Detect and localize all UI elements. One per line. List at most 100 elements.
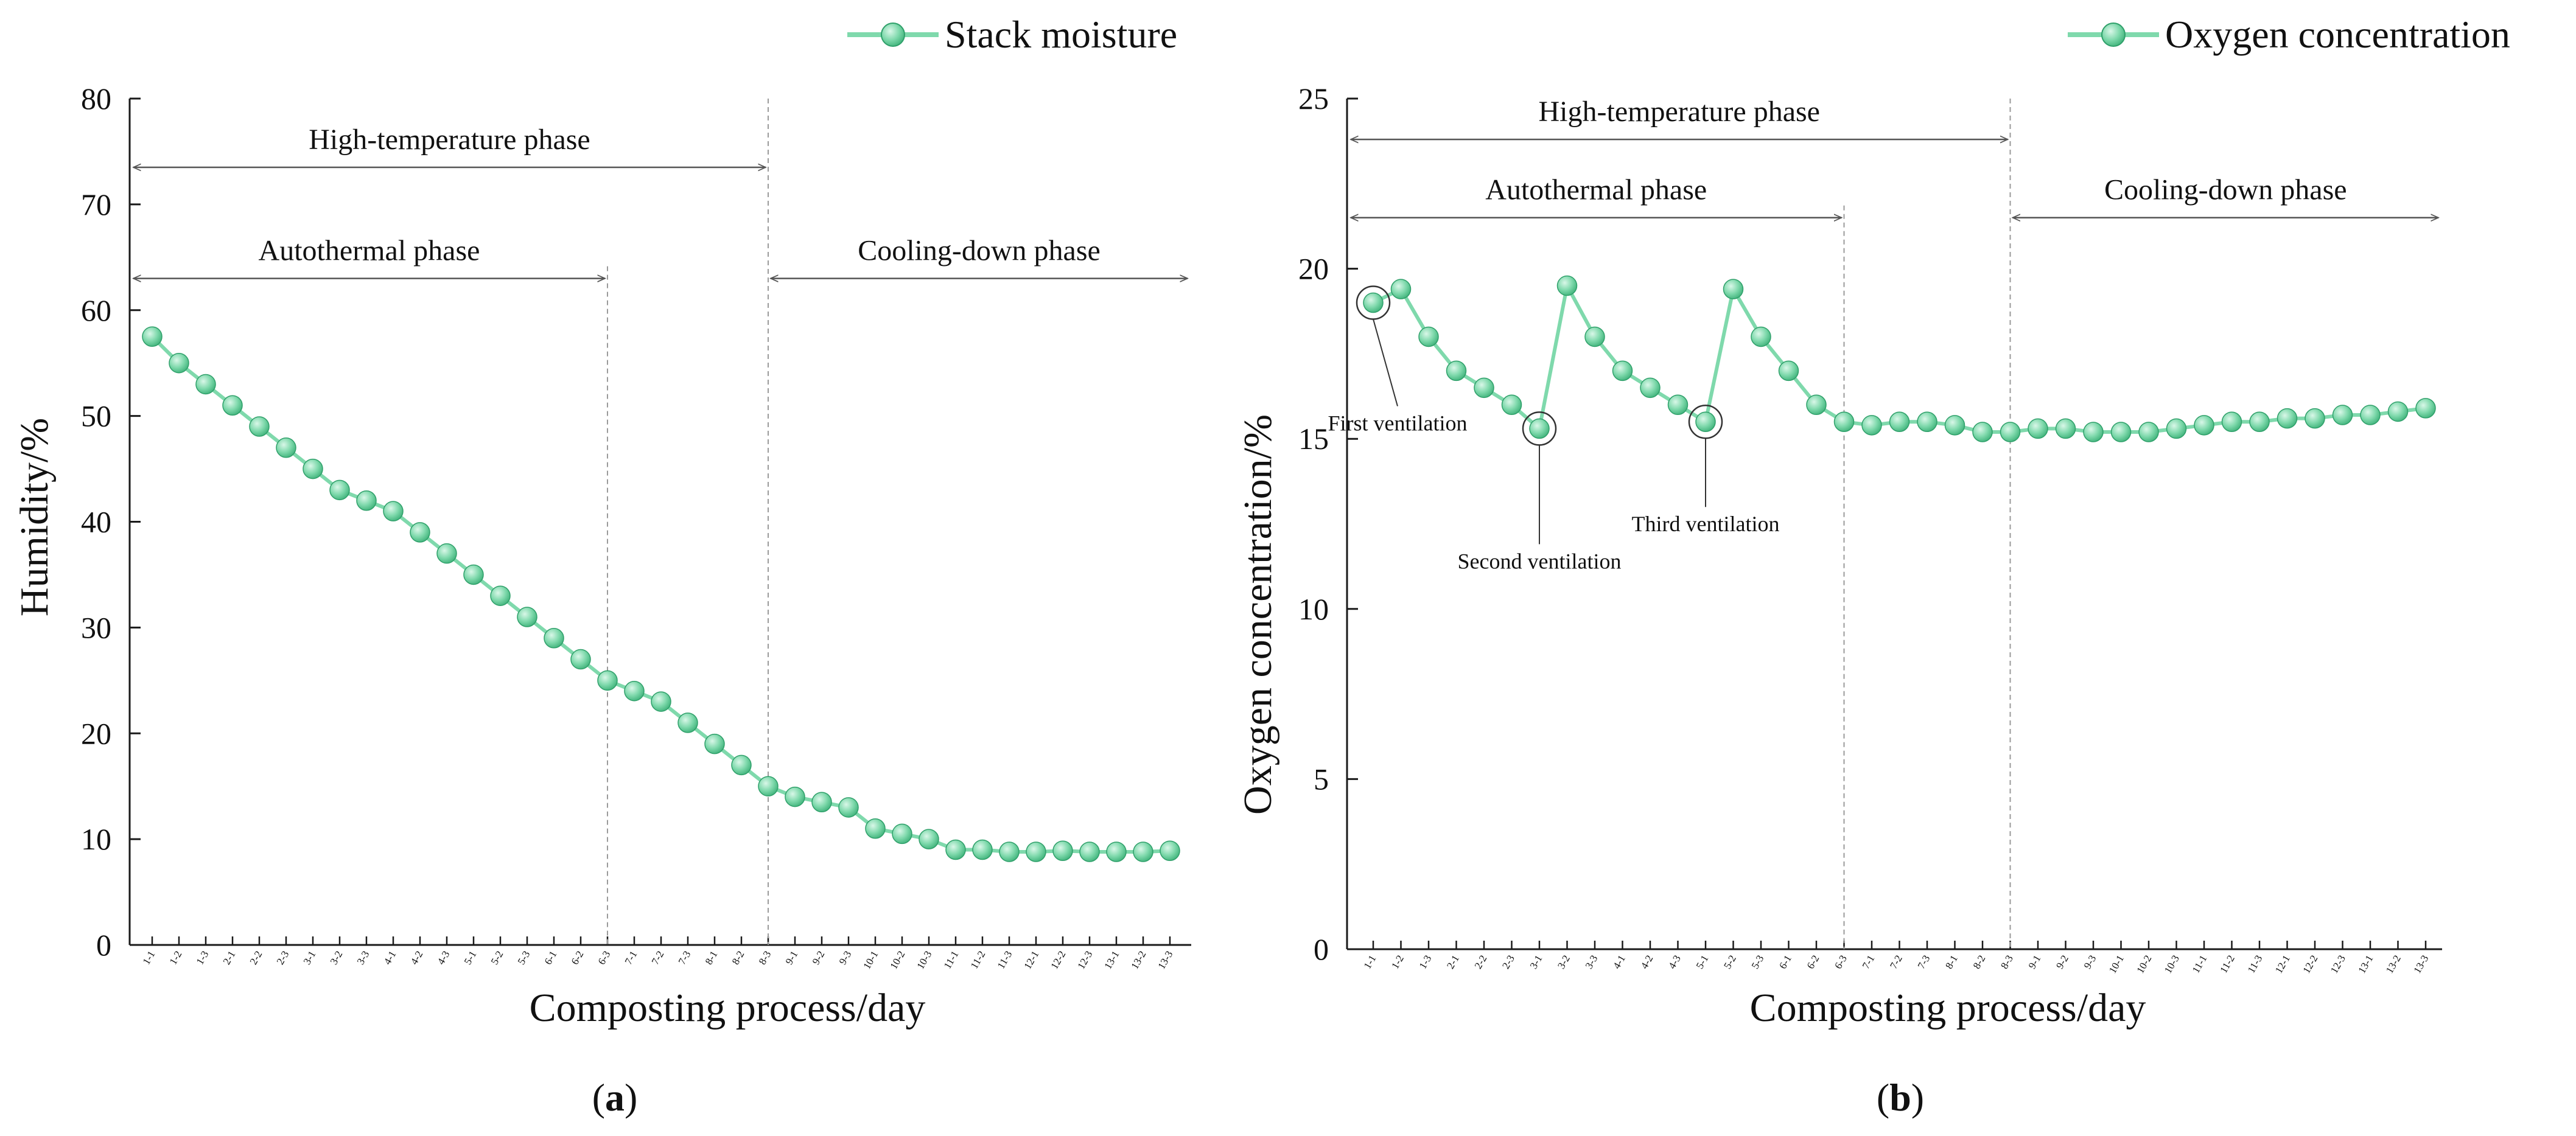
x-tick-label-b: 7-2: [1888, 953, 1905, 971]
data-point-a: [1133, 842, 1153, 862]
data-point-a: [544, 628, 564, 649]
data-point-b: [2083, 422, 2104, 442]
data-point-b: [1363, 292, 1384, 313]
y-tick-label-a: 70: [81, 187, 111, 221]
x-tick-label-b: 5-2: [1721, 953, 1738, 971]
data-point-a: [329, 479, 350, 501]
x-tick-label-a: 4-1: [382, 949, 399, 967]
data-point-a: [1079, 842, 1100, 862]
data-point-a: [410, 522, 430, 543]
data-point-a: [838, 797, 859, 818]
x-tick-label-a: 8-2: [730, 949, 747, 967]
x-tick-label-a: 12-3: [1075, 949, 1094, 971]
data-point-a: [972, 839, 993, 860]
data-point-a: [892, 823, 912, 845]
data-point-a: [945, 839, 966, 860]
data-point-b: [2221, 411, 2242, 432]
data-point-a: [785, 786, 805, 807]
x-tick-label-a: 3-1: [301, 949, 318, 967]
x-tick-label-a: 10-3: [914, 949, 934, 971]
data-point-a: [356, 490, 377, 511]
x-tick-label-a: 9-1: [783, 949, 800, 967]
x-tick-label-a: 13-3: [1155, 949, 1175, 971]
data-point-a: [731, 754, 752, 776]
data-point-b: [1612, 360, 1633, 382]
annotation-label-b: First ventilation: [1328, 411, 1468, 436]
x-tick-label-b: 3-1: [1528, 953, 1545, 971]
panel-letter-b: b: [1889, 1076, 1911, 1119]
data-point-a: [999, 842, 1020, 862]
phase-label-a: Autothermal phase: [259, 235, 480, 267]
data-point-a: [169, 352, 189, 374]
data-point-b: [1833, 411, 1855, 432]
data-point-b: [2305, 408, 2325, 429]
y-axis-title-a: Humidity/%: [12, 418, 57, 616]
x-tick-label-a: 9-3: [837, 949, 854, 967]
phase-label-b: High-temperature phase: [1539, 96, 1820, 128]
x-tick-label-a: 10-1: [861, 949, 880, 971]
data-point-b: [2028, 418, 2048, 439]
x-tick-label-b: 7-3: [1916, 953, 1933, 971]
y-tick-label-a: 60: [81, 293, 111, 327]
data-point-b: [2055, 418, 2076, 439]
legend-a: Stack moisture: [847, 13, 1177, 56]
y-tick-label-b: 5: [1314, 762, 1329, 796]
data-point-b: [1972, 422, 1993, 442]
data-point-b: [1751, 326, 1771, 347]
x-tick-label-a: 4-3: [435, 949, 452, 967]
x-tick-label-a: 3-2: [328, 949, 345, 967]
x-tick-label-b: 2-2: [1472, 953, 1489, 971]
x-tick-label-b: 3-2: [1555, 953, 1572, 971]
annotation-leader-b: [1373, 319, 1398, 406]
data-point-b: [1889, 411, 1910, 432]
panel-label-a: (a): [592, 1076, 638, 1119]
y-tick-label-b: 10: [1298, 592, 1329, 626]
x-tick-label-a: 13-2: [1129, 949, 1148, 971]
x-tick-label-b: 13-1: [2356, 953, 2375, 975]
x-tick-label-b: 10-3: [2162, 953, 2182, 975]
data-point-a: [677, 713, 698, 733]
data-point-b: [1778, 360, 1799, 382]
x-tick-label-a: 12-1: [1021, 949, 1041, 971]
series-line-b: [1372, 284, 2426, 434]
data-point-a: [195, 374, 216, 395]
panel-label-b: (b): [1877, 1076, 1924, 1119]
y-tick-label-a: 10: [81, 822, 111, 856]
data-point-b: [2332, 405, 2353, 425]
data-point-a: [570, 649, 591, 670]
x-tick-label-b: 5-1: [1694, 953, 1711, 971]
x-tick-label-b: 10-1: [2107, 953, 2126, 975]
y-axis-title-b: Oxygen concentration/%: [1236, 414, 1280, 815]
legend-b-marker: [2101, 23, 2126, 47]
y-tick-label-a: 40: [81, 505, 111, 539]
data-point-a: [1160, 840, 1180, 862]
legend-b-label: Oxygen concentration: [2165, 13, 2510, 56]
x-tick-label-b: 11-2: [2217, 953, 2237, 975]
x-axis-title-b: Composting process/day: [1750, 986, 2146, 1030]
data-point-a: [142, 326, 163, 347]
data-point-a: [463, 564, 484, 585]
y-tick-label-b: 20: [1298, 252, 1329, 286]
data-point-b: [1501, 394, 1522, 416]
data-point-b: [1640, 377, 1661, 399]
x-tick-label-b: 13-3: [2411, 953, 2431, 975]
data-point-a: [436, 543, 457, 564]
x-tick-label-a: 5-1: [462, 949, 479, 967]
data-point-a: [383, 501, 404, 521]
x-tick-label-b: 13-2: [2384, 953, 2403, 975]
annotation-label-b: Third ventilation: [1632, 512, 1780, 536]
data-point-b: [1529, 418, 1550, 439]
data-point-a: [276, 437, 296, 458]
data-point-b: [2194, 415, 2214, 436]
x-tick-label-b: 8-1: [1943, 953, 1960, 971]
data-point-b: [2360, 405, 2381, 425]
data-point-b: [2277, 408, 2298, 429]
y-tick-label-b: 0: [1314, 932, 1329, 966]
x-tick-label-b: 12-1: [2273, 953, 2292, 975]
data-point-b: [1584, 326, 1605, 347]
x-tick-label-a: 2-1: [221, 949, 238, 967]
x-tick-label-a: 1-1: [141, 949, 158, 967]
x-tick-label-b: 8-3: [1998, 953, 2015, 971]
x-tick-label-a: 2-3: [275, 949, 292, 967]
data-point-a: [597, 670, 618, 691]
